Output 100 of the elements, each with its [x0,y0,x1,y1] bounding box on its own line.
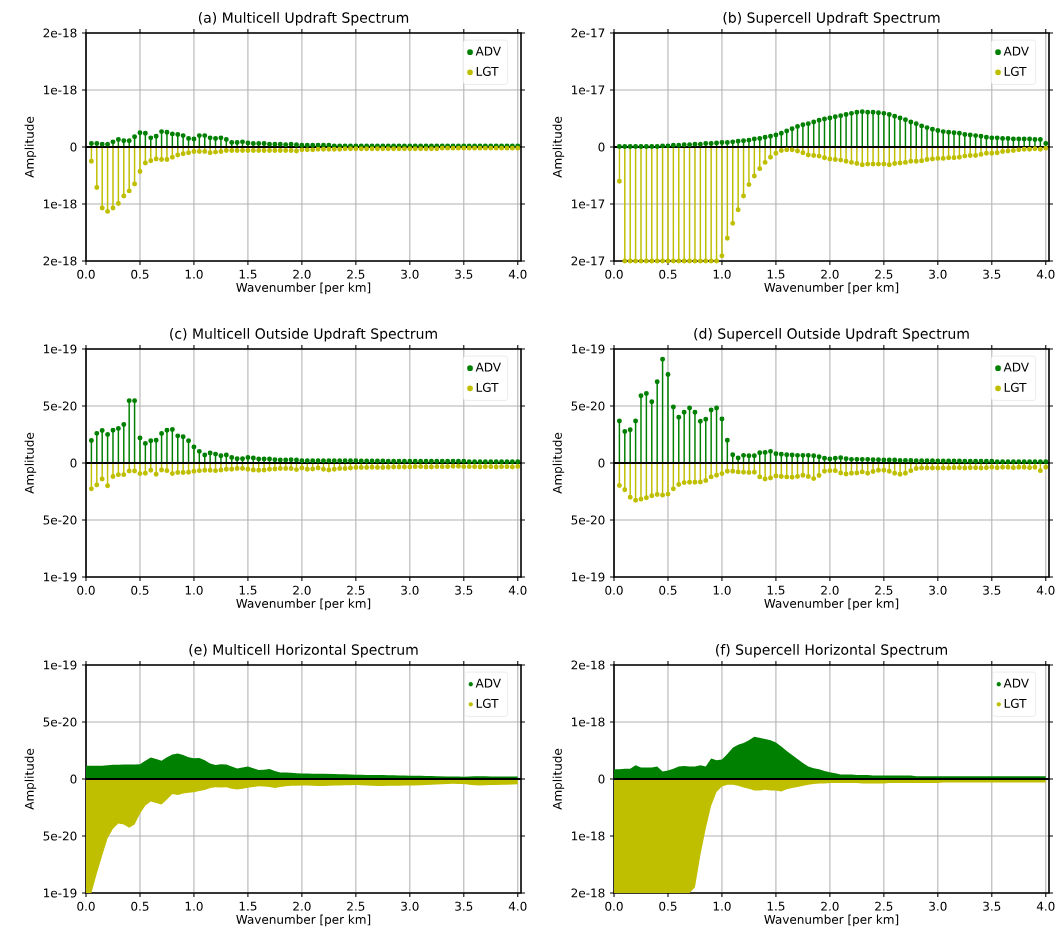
x-tick-label: 0.0 [605,585,623,595]
y-tick-label: 1e-18 [43,85,77,95]
y-tick-label: 5e-20 [43,831,77,841]
x-tick-label: 0.5 [659,585,677,595]
x-tick-label: 3.5 [983,585,1001,595]
y-tick-label: 2e-18 [43,28,77,38]
x-tick-label: 1.0 [185,585,203,595]
x-axis-title: Wavenumber [per km] [236,914,371,927]
y-tick-label: 2e-18 [571,660,605,670]
x-tick-label: 0.5 [659,269,677,279]
x-tick-label: 3.0 [401,269,419,279]
x-tick-label: 3.5 [455,269,473,279]
x-tick-label: 1.5 [767,585,785,595]
y-tick-label: 2e-18 [43,256,77,266]
x-tick-label: 4.0 [1036,585,1055,595]
x-tick-label: 2.0 [821,901,839,911]
y-tick-label: 2e-18 [571,888,605,898]
x-tick-label: 2.0 [821,269,839,279]
x-tick-label: 2.5 [347,585,365,595]
legend-label: LGT [476,66,499,76]
y-axis-title: Amplitude [24,432,37,494]
legend-label: ADV [475,678,501,688]
y-tick-label: 0 [70,774,77,784]
x-tick-label: 0.0 [77,585,95,595]
y-tick-label: 1e-19 [572,572,605,582]
x-tick-label: 1.0 [713,269,731,279]
chart-title: (b) Supercell Updraft Spectrum [723,12,940,26]
x-tick-label: 2.5 [875,901,893,911]
x-tick-label: 1.0 [713,585,731,595]
y-axis-title: Amplitude [24,748,37,810]
x-tick-label: 2.0 [293,585,311,595]
x-tick-label: 2.5 [875,585,893,595]
legend-label: LGT [476,382,499,392]
x-tick-label: 0.0 [77,901,95,911]
y-tick-label: 1e-19 [43,888,77,898]
legend-label: LGT [1004,382,1027,392]
y-tick-label: 2e-17 [571,256,605,266]
chart-title: (d) Supercell Outside Updraft Spectrum [694,328,969,342]
y-tick-label: 1e-17 [572,85,605,95]
x-tick-label: 4.0 [508,269,527,279]
legend-label: ADV [1003,362,1029,372]
x-tick-label: 3.5 [455,585,473,595]
legend-label: ADV [1003,678,1029,688]
y-tick-label: 1e-18 [572,717,605,727]
x-tick-label: 2.5 [347,901,365,911]
x-tick-label: 0.5 [131,269,149,279]
x-tick-label: 3.5 [455,901,473,911]
legend-label: ADV [475,362,501,372]
x-axis-title: Wavenumber [per km] [764,598,899,611]
y-tick-label: 1e-18 [43,199,77,209]
y-tick-label: 1e-19 [43,344,77,354]
legend-label: LGT [1004,66,1027,76]
y-tick-label: 1e-19 [572,344,605,354]
x-tick-label: 2.0 [293,269,311,279]
y-tick-label: 1e-17 [572,199,605,209]
x-tick-label: 3.5 [983,901,1001,911]
x-tick-label: 0.5 [131,901,149,911]
x-tick-label: 2.5 [347,269,365,279]
x-tick-label: 1.5 [239,585,257,595]
x-tick-label: 4.0 [508,901,527,911]
x-tick-label: 3.0 [401,901,419,911]
x-tick-label: 0.5 [659,901,677,911]
y-axis-title: Amplitude [552,432,565,494]
x-tick-label: 3.0 [929,901,947,911]
chart-title: (a) Multicell Updraft Spectrum [198,12,409,26]
y-tick-label: 0 [598,458,605,468]
x-axis-title: Wavenumber [per km] [764,914,899,927]
y-tick-label: 5e-20 [571,515,605,525]
x-tick-label: 3.5 [983,269,1001,279]
x-tick-label: 4.0 [1036,269,1055,279]
x-tick-label: 0.0 [77,269,95,279]
y-tick-label: 0 [70,142,77,152]
y-tick-label: 5e-20 [571,401,605,411]
x-tick-label: 1.0 [185,901,203,911]
x-tick-label: 0.0 [605,269,623,279]
y-tick-label: 1e-19 [43,660,77,670]
y-tick-label: 0 [598,774,605,784]
y-tick-label: 1e-19 [43,572,77,582]
x-tick-label: 3.0 [929,585,947,595]
x-tick-label: 1.5 [239,269,257,279]
x-tick-label: 2.0 [293,901,311,911]
x-tick-label: 3.0 [401,585,419,595]
y-tick-label: 1e-18 [572,831,605,841]
y-tick-label: 5e-20 [43,515,77,525]
x-tick-label: 3.0 [929,269,947,279]
chart-title: (c) Multicell Outside Updraft Spectrum [170,328,437,342]
x-axis-title: Wavenumber [per km] [764,282,899,295]
x-tick-label: 2.0 [821,585,839,595]
x-tick-label: 0.0 [605,901,623,911]
y-tick-label: 0 [598,142,605,152]
y-tick-label: 5e-20 [43,717,77,727]
y-tick-label: 2e-17 [571,28,605,38]
legend-label: ADV [475,46,501,56]
legend-label: LGT [476,698,499,708]
y-axis-title: Amplitude [24,116,37,178]
x-axis-title: Wavenumber [per km] [236,598,371,611]
x-tick-label: 1.5 [767,901,785,911]
y-axis-title: Amplitude [552,116,565,178]
chart-title: (e) Multicell Horizontal Spectrum [189,644,418,658]
legend-label: LGT [1004,698,1027,708]
